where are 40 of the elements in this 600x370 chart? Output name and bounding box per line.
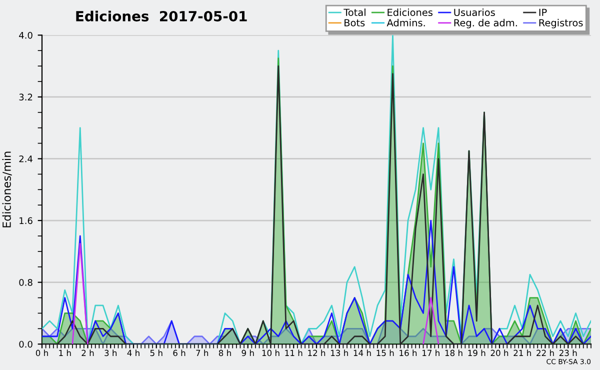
- x-tick-label: 12 h: [308, 350, 326, 356]
- y-tick-label: 3.2: [19, 94, 32, 100]
- x-tick-label: 0 h: [36, 350, 48, 356]
- legend-label: Registros: [539, 18, 583, 28]
- legend-label: Bots: [344, 19, 365, 26]
- x-tick-label: 17 h: [422, 350, 440, 356]
- x-tick-label: 15 h: [376, 350, 394, 356]
- x-tick-label: 10 h: [262, 350, 280, 356]
- y-tick-label: 0.0: [19, 340, 32, 348]
- x-tick-label: 7 h: [196, 350, 208, 356]
- x-tick-label: 1 h: [59, 350, 71, 356]
- x-tick-label: 11 h: [285, 350, 302, 356]
- y-tick-label: 4.0: [19, 32, 32, 39]
- legend-label: Admins.: [386, 18, 425, 26]
- x-tick-label: 2 h: [82, 350, 94, 356]
- legend-label: Reg. de adm.: [454, 18, 517, 28]
- legend-label: Total: [344, 8, 366, 16]
- y-tick-label: 1.6: [20, 217, 32, 224]
- x-tick-label: 21 h: [514, 350, 531, 356]
- x-tick-label: 16 h: [400, 350, 417, 356]
- x-tick-label: 19 h: [468, 350, 486, 356]
- x-tick-label: 3 h: [104, 350, 117, 356]
- y-tick-label: 2.4: [19, 155, 32, 162]
- x-tick-label: 5 h: [150, 350, 162, 356]
- x-tick-label: 8 h: [218, 350, 231, 356]
- y-tick-label: 0.8: [19, 279, 32, 286]
- chart-title: Ediciones 2017-05-01: [76, 10, 247, 22]
- legend-label: IP: [539, 8, 547, 16]
- x-tick-label: 9 h: [242, 350, 254, 356]
- x-tick-label: 6 h: [173, 350, 186, 356]
- x-tick-label: 14 h: [354, 350, 371, 356]
- x-tick-label: 20 h: [490, 350, 508, 356]
- x-tick-label: 4 h: [127, 350, 140, 356]
- x-tick-label: 23 h: [559, 350, 577, 356]
- legend-label: Usuarios: [454, 8, 495, 16]
- y-axis-title: Ediciones/min: [2, 152, 12, 228]
- x-tick-label: 13 h: [331, 350, 348, 356]
- x-tick-label: 22 h: [536, 350, 554, 356]
- legend-label: Ediciones: [388, 8, 432, 16]
- x-tick-label: 18 h: [445, 350, 462, 356]
